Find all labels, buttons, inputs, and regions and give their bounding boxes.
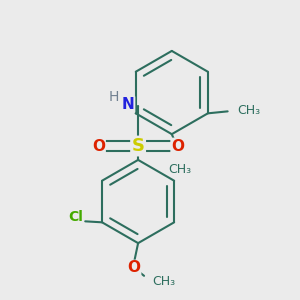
Text: O: O bbox=[92, 139, 105, 154]
Text: CH₃: CH₃ bbox=[238, 104, 261, 117]
Text: CH₃: CH₃ bbox=[168, 163, 191, 176]
Text: CH₃: CH₃ bbox=[152, 275, 175, 288]
Text: O: O bbox=[128, 260, 141, 275]
Text: O: O bbox=[171, 139, 184, 154]
Text: H: H bbox=[108, 89, 118, 103]
Text: Cl: Cl bbox=[68, 210, 83, 224]
Text: S: S bbox=[132, 137, 145, 155]
Text: N: N bbox=[122, 97, 135, 112]
